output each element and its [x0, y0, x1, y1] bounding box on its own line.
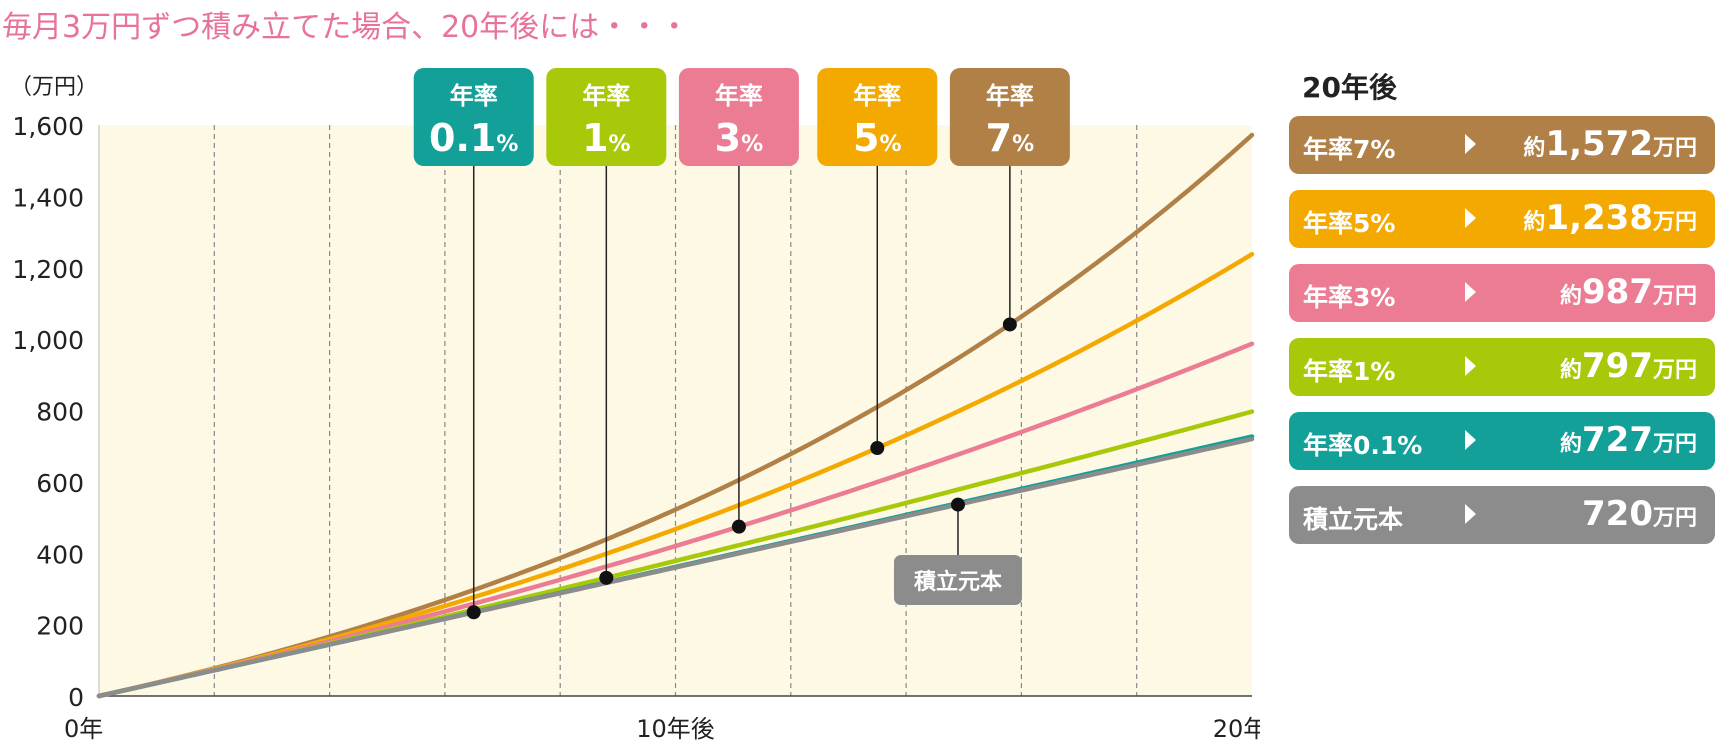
- triangle-right-icon: [1465, 430, 1476, 450]
- y-tick-label: 1,200: [12, 255, 84, 284]
- triangle-right-icon: [1465, 356, 1476, 376]
- callout-dot: [950, 497, 965, 512]
- callout-label-rate: 7%: [986, 116, 1035, 160]
- result-amount-prefix: 約: [1559, 432, 1582, 457]
- result-amount-unit: 万円: [1652, 358, 1697, 383]
- result-amount: 約727万円: [1560, 420, 1697, 460]
- result-amount: 720万円: [1582, 494, 1697, 534]
- callout-label-rate: 1%: [582, 116, 631, 160]
- result-amount-unit: 万円: [1652, 210, 1697, 235]
- y-tick-label: 800: [36, 398, 84, 427]
- result-row: 年率3% 約987万円: [1289, 264, 1715, 322]
- result-amount-prefix: 約: [1523, 136, 1546, 161]
- result-amount: 約1,238万円: [1523, 198, 1697, 238]
- callout-dot: [731, 519, 746, 534]
- triangle-right-icon: [1465, 282, 1476, 302]
- result-amount-value: 987: [1582, 272, 1653, 312]
- triangle-right-icon: [1465, 208, 1476, 228]
- result-rate-label: 年率0.1%: [1303, 431, 1423, 460]
- y-axis-label: （万円）: [10, 75, 98, 100]
- result-amount-value: 720: [1582, 494, 1653, 534]
- plot-area: [99, 125, 1252, 696]
- x-tick-label: 10年後: [636, 715, 715, 743]
- callout-box-7: [949, 68, 1070, 166]
- result-rate-label: 積立元本: [1303, 505, 1404, 534]
- result-amount-prefix: 約: [1523, 210, 1546, 235]
- callout-dot: [870, 441, 885, 456]
- callout-box-0.1: [413, 68, 534, 166]
- callout-label-rate: 3%: [715, 116, 764, 160]
- y-tick-label: 400: [36, 540, 84, 569]
- headline: 毎月3万円ずつ積み立てた場合、20年後には・・・: [2, 10, 690, 45]
- result-row: 年率0.1% 約727万円: [1289, 412, 1715, 470]
- series-line-0: [96, 436, 1255, 699]
- result-amount: 約987万円: [1560, 272, 1697, 312]
- callout-label-top: 年率: [986, 82, 1034, 110]
- result-row: 年率5% 約1,238万円: [1289, 190, 1715, 248]
- result-row: 年率7% 約1,572万円: [1289, 116, 1715, 174]
- result-amount-value: 797: [1582, 346, 1653, 386]
- result-amount-value: 1,238: [1545, 198, 1653, 238]
- callout-box-1: [546, 68, 667, 166]
- result-row: 年率1% 約797万円: [1289, 338, 1715, 396]
- callout-dot: [599, 570, 614, 585]
- callout-label-top: 年率: [715, 82, 763, 110]
- result-rate-label: 年率7%: [1303, 135, 1396, 164]
- callout-dot: [466, 605, 481, 620]
- result-amount: 約1,572万円: [1523, 124, 1697, 164]
- result-amount-unit: 万円: [1652, 432, 1697, 457]
- result-amount-unit: 万円: [1652, 284, 1697, 309]
- result-rate-label: 年率1%: [1303, 357, 1396, 386]
- line-chart: 0 200 400 600 800 1,000 1,200 1,400 1,600 （万円） 0年 1…: [10, 68, 1260, 743]
- y-tick-label: 1,600: [12, 112, 84, 141]
- result-rate-label: 年率5%: [1303, 209, 1396, 238]
- y-tick-label: 1,000: [12, 326, 84, 355]
- y-tick-label: 200: [36, 612, 84, 641]
- result-amount-value: 1,572: [1545, 124, 1653, 164]
- y-tick-label: 1,400: [12, 183, 84, 212]
- callout-box-3: [678, 68, 799, 166]
- callout-label-top: 年率: [582, 82, 630, 110]
- result-amount-prefix: 約: [1559, 358, 1582, 383]
- result-amount-unit: 万円: [1652, 136, 1697, 161]
- result-row: 積立元本 720万円: [1289, 486, 1715, 544]
- triangle-right-icon: [1465, 134, 1476, 154]
- callout-label-rate: 0.1%: [429, 116, 518, 160]
- triangle-right-icon: [1465, 504, 1476, 524]
- result-panel-title: 20年後: [1302, 71, 1397, 104]
- result-rate-label: 年率3%: [1303, 283, 1396, 312]
- callout-label-rate: 5%: [853, 116, 902, 160]
- callout-dot: [1002, 317, 1017, 332]
- result-amount: 約797万円: [1560, 346, 1697, 386]
- result-amount-unit: 万円: [1652, 506, 1697, 531]
- callout-label-top: 年率: [450, 82, 498, 110]
- result-amount-value: 727: [1582, 420, 1653, 460]
- result-amount-prefix: 約: [1559, 284, 1582, 309]
- x-tick-label: 0年: [64, 715, 103, 743]
- callout-label-top: 年率: [853, 82, 901, 110]
- callout-box-5: [817, 68, 938, 166]
- callout-box-principal: [893, 555, 1022, 605]
- callout-label-principal: 積立元本: [914, 569, 1002, 595]
- y-tick-label: 0: [68, 683, 84, 712]
- x-tick-label: 20年後: [1213, 715, 1260, 743]
- y-tick-label: 600: [36, 469, 84, 498]
